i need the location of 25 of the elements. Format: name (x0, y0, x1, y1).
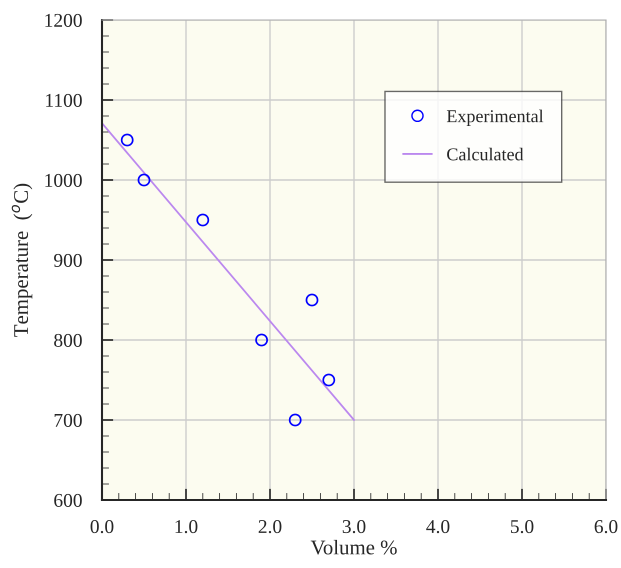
x-tick-label: 2.0 (258, 520, 282, 534)
x-tick-label: 6.0 (594, 520, 618, 534)
point (138, 174, 150, 186)
x-tick-label: 4.0 (426, 520, 450, 534)
y-tick-label: 1000 (45, 174, 82, 187)
y-axis-title: Temperature ($^{o}$C) (12, 184, 32, 337)
y-tick-label: 1200 (45, 14, 82, 27)
x-axis-title: Volume % (310, 540, 397, 555)
x-tick-label: 1.0 (176, 520, 198, 534)
point (120, 134, 134, 146)
point (255, 334, 268, 346)
x-tick-label: 3.0 (342, 520, 366, 534)
legend-label: Experimental (446, 110, 544, 126)
point (196, 214, 210, 226)
point (306, 294, 318, 306)
y-tick-label: 800 (54, 334, 82, 347)
point (288, 414, 302, 426)
legend-label: Calculated (447, 148, 524, 160)
x-tick-label: 0.0 (90, 520, 114, 534)
y-tick-label: 600 (54, 494, 82, 507)
point (322, 374, 336, 386)
y-tick-label: 900 (54, 254, 82, 267)
x-tick-label: 5.0 (510, 520, 534, 534)
y-tick-label: 700 (54, 414, 82, 427)
y-tick-label: 1100 (46, 94, 82, 107)
